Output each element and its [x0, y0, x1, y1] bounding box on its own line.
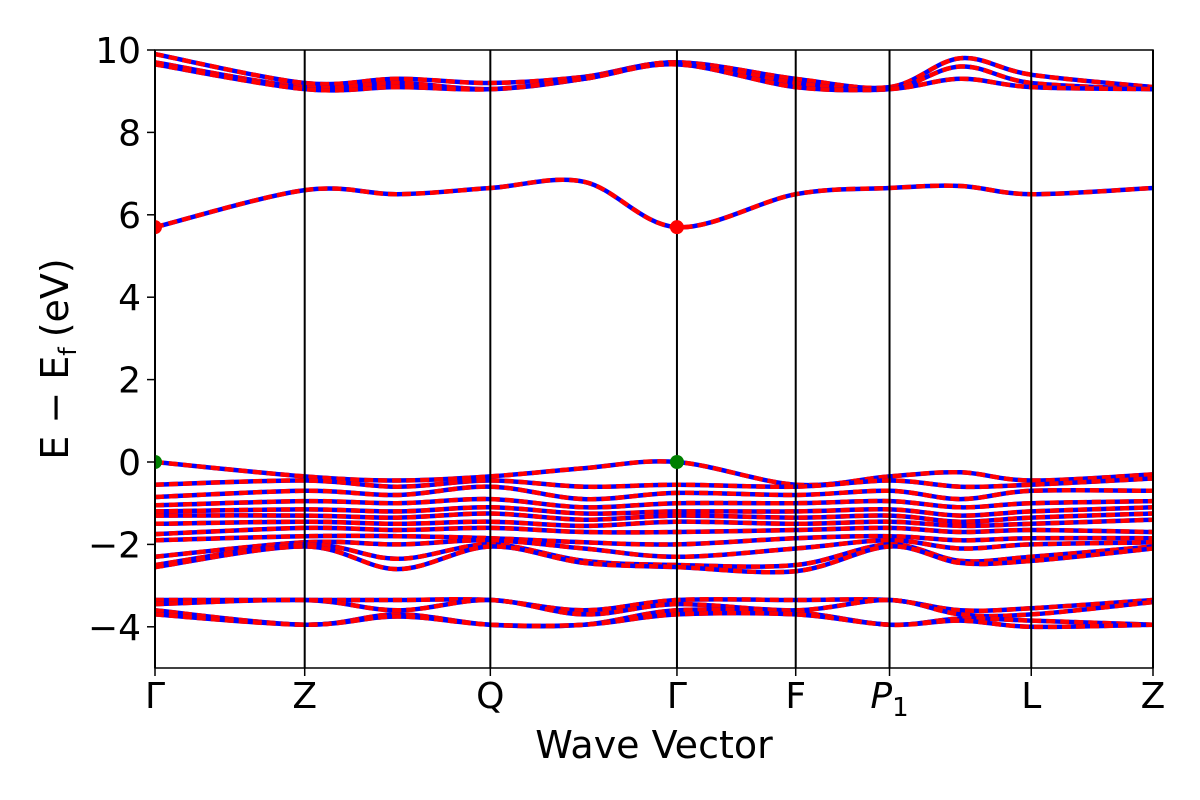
cbm-marker-1: [669, 220, 684, 235]
x-tick-label-6: L: [1021, 676, 1041, 717]
x-tick-label-4: F: [785, 676, 806, 717]
vbm-marker-2: [155, 455, 162, 469]
y-tick-label: 6: [118, 196, 141, 237]
y-axis-label-unit: (eV): [33, 258, 77, 337]
x-axis-label: Wave Vector: [535, 723, 773, 767]
band-line-dashed-v11: [155, 542, 1153, 569]
y-tick-label: 8: [118, 113, 141, 154]
y-axis-label-main: E − E: [33, 356, 77, 460]
plot-frame: [154, 49, 1154, 669]
x-tick-label-3: Γ: [667, 676, 687, 717]
x-tick-label-0: Γ: [145, 676, 165, 717]
x-tick-label-1: Z: [292, 676, 317, 717]
x-tick-label-2: Q: [476, 676, 504, 717]
y-axis-label-sub: f: [54, 347, 82, 356]
y-tick-label: −4: [88, 608, 141, 649]
vbm-marker-3: [669, 455, 684, 469]
extrema-markers: [155, 220, 684, 469]
x-axis-ticks: Γ Z Q Γ F P1 L Z: [145, 668, 1165, 723]
y-tick-label: 0: [118, 443, 141, 484]
cbm-marker-0: [155, 220, 162, 235]
y-tick-label: 2: [118, 361, 141, 402]
y-tick-label: 4: [118, 278, 141, 319]
y-tick-label: 10: [95, 31, 141, 72]
x-tick-label-5: P1: [870, 676, 908, 723]
y-axis-ticks: −4 −2 0 2 4 6 8 10: [88, 31, 155, 649]
band-line-dashed-v12: [155, 544, 1153, 575]
y-axis-label: E − Ef (eV): [33, 258, 82, 460]
x-tick-label-7: Z: [1141, 676, 1166, 717]
y-tick-label: −2: [88, 525, 141, 566]
